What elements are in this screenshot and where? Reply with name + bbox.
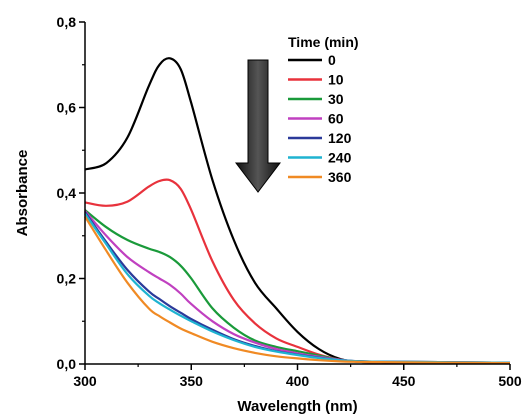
y-axis-title: Absorbance [14, 150, 31, 237]
y-tick-label: 0,4 [57, 185, 77, 201]
legend-label-10: 10 [328, 72, 344, 88]
legend-label-0: 0 [328, 52, 336, 68]
x-tick-label: 300 [73, 373, 97, 389]
x-tick-label: 450 [392, 373, 416, 389]
y-tick-label: 0,8 [57, 14, 77, 30]
x-tick-label: 400 [286, 373, 310, 389]
series-line-60 [84, 210, 511, 364]
series-layer [84, 57, 511, 365]
x-axis-title: Wavelength (nm) [237, 398, 357, 415]
series-line-360 [84, 215, 511, 365]
arrow-down-icon [234, 59, 282, 193]
x-tick-label: 500 [498, 373, 522, 389]
y-tick-label: 0,0 [57, 356, 77, 372]
legend-label-120: 120 [328, 130, 352, 146]
y-tick-label: 0,2 [57, 271, 77, 287]
legend-label-60: 60 [328, 111, 344, 127]
series-line-120 [84, 211, 511, 364]
legend: Time (min) 0 10 30 60 120 240 360 [288, 34, 359, 185]
series-line-240 [84, 212, 511, 364]
series-line-30 [84, 209, 511, 364]
annotation-layer [234, 59, 282, 193]
x-tick-label: 350 [180, 373, 204, 389]
series-line-0 [84, 57, 511, 365]
legend-label-30: 30 [328, 91, 344, 107]
legend-title: Time (min) [288, 34, 359, 50]
legend-label-360: 360 [328, 169, 352, 185]
legend-label-240: 240 [328, 150, 352, 166]
y-tick-label: 0,6 [57, 100, 77, 116]
